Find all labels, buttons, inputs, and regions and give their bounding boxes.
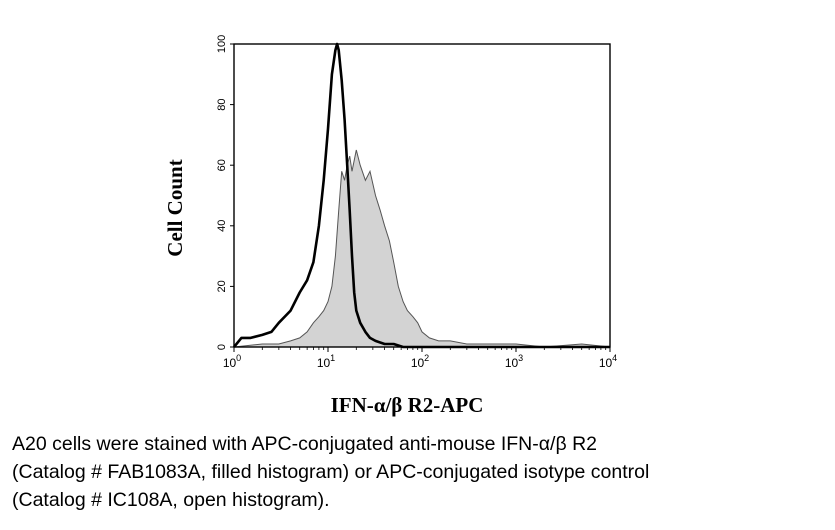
tick-layer: 0 20 40 60 80 100 100 101 102 103 104 xyxy=(216,35,617,370)
y-tick-label: 80 xyxy=(216,98,228,110)
y-tick-label: 20 xyxy=(216,280,228,292)
x-tick-label: 103 xyxy=(505,353,523,370)
y-tick-label: 40 xyxy=(216,220,228,232)
x-tick-label: 100 xyxy=(223,353,241,370)
x-axis-label: IFN-α/β R2-APC xyxy=(331,393,484,417)
x-tick-label: 104 xyxy=(599,353,617,370)
y-tick-label: 100 xyxy=(216,35,228,53)
x-tick-label: 102 xyxy=(411,353,429,370)
caption-line-2: (Catalog # FAB1083A, filled histogram) o… xyxy=(12,461,650,483)
x-tick-label: 101 xyxy=(317,353,335,370)
open-histogram xyxy=(232,42,610,349)
caption-line-1: A20 cells were stained with APC-conjugat… xyxy=(12,433,597,455)
series-layer xyxy=(232,42,611,349)
caption-line-3: (Catalog # IC108A, open histogram). xyxy=(12,489,330,511)
filled-histogram xyxy=(233,149,611,348)
y-tick-label: 60 xyxy=(216,159,228,171)
y-axis-label: Cell Count xyxy=(163,159,187,256)
plot-frame xyxy=(233,43,611,348)
y-tick-label: 0 xyxy=(216,344,228,350)
figure-caption: A20 cells were stained with APC-conjugat… xyxy=(12,430,827,514)
